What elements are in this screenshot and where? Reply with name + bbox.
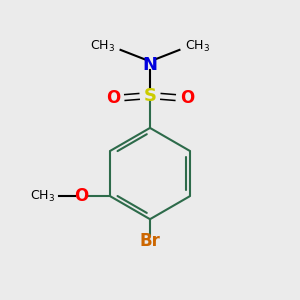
Text: O: O xyxy=(74,188,88,206)
Text: CH$_3$: CH$_3$ xyxy=(89,38,115,54)
Text: S: S xyxy=(143,86,157,104)
Text: CH$_3$: CH$_3$ xyxy=(30,189,55,204)
Text: O: O xyxy=(180,89,194,107)
Text: O: O xyxy=(106,89,120,107)
Text: N: N xyxy=(142,56,158,74)
Text: CH$_3$: CH$_3$ xyxy=(185,38,211,54)
Text: Br: Br xyxy=(140,232,160,250)
